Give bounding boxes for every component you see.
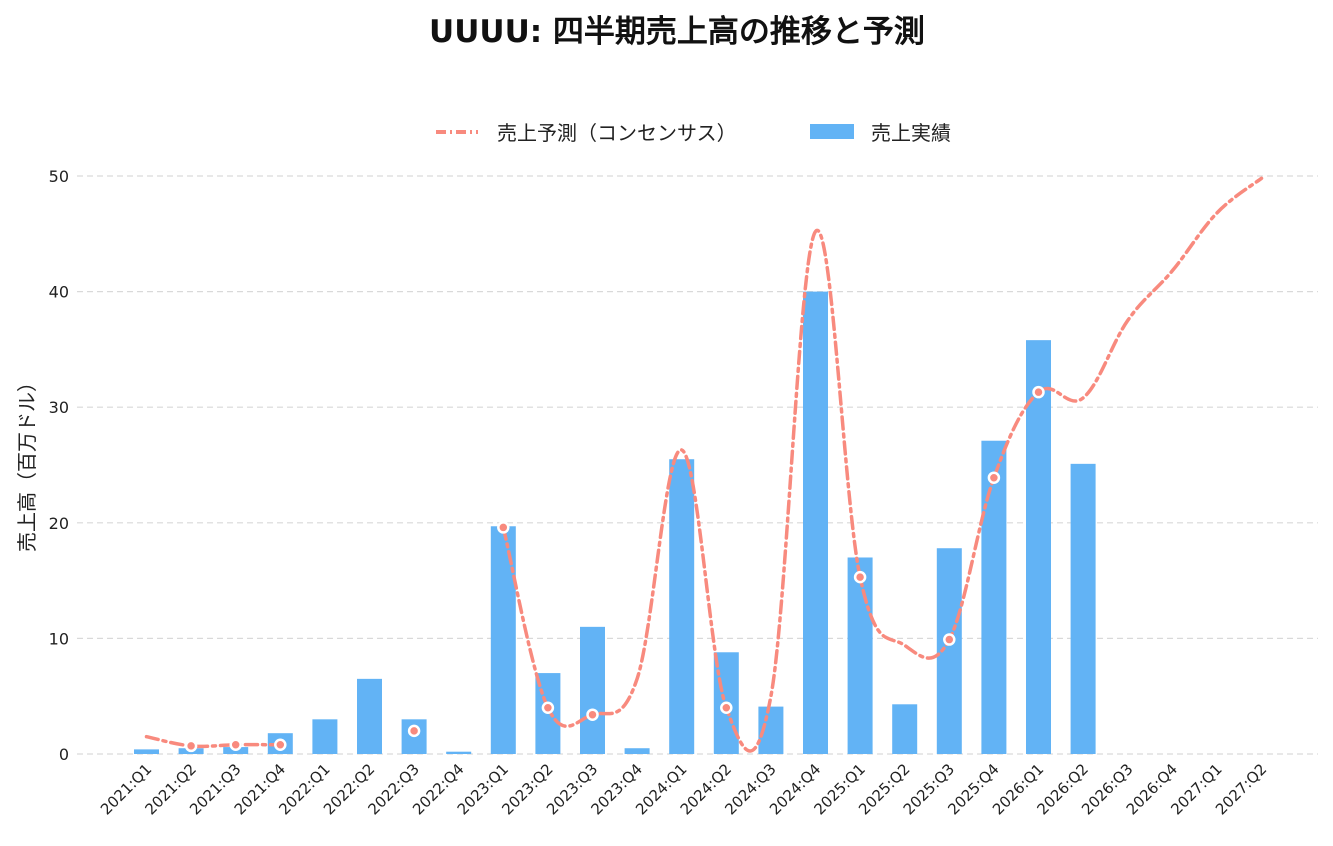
forecast-line-segment <box>501 176 1264 753</box>
actual-bar <box>1070 463 1096 754</box>
actual-bar <box>312 719 338 754</box>
y-tick-label: 40 <box>49 283 69 302</box>
forecast-marker <box>407 724 421 738</box>
legend-forecast-label: 売上予測（コンセンサス） <box>497 121 737 145</box>
grid <box>77 175 1318 755</box>
forecast-marker <box>586 708 599 721</box>
y-tick-label: 30 <box>49 398 69 417</box>
actual-bar <box>580 626 605 754</box>
y-tick-label: 0 <box>59 745 69 764</box>
y-axis-label: 売上高（百万ドル） <box>15 372 39 552</box>
forecast-marker <box>497 521 510 534</box>
forecast-line-segment <box>144 734 283 749</box>
actual-bar <box>446 751 472 754</box>
forecast-marker <box>541 701 555 715</box>
actual-bar <box>803 291 828 754</box>
actual-bar <box>936 548 962 754</box>
x-axis-ticks: 2021:Q12021:Q22021:Q32021:Q42022:Q12022:… <box>97 760 1270 818</box>
y-tick-label: 50 <box>49 167 69 186</box>
actual-bar <box>134 749 159 754</box>
forecast-line <box>144 176 1264 753</box>
y-tick-label: 10 <box>49 629 69 648</box>
actual-bar <box>669 459 695 754</box>
forecast-marker <box>1032 385 1045 399</box>
legend-actual-swatch <box>810 124 854 139</box>
forecast-markers <box>184 385 1045 753</box>
forecast-marker <box>229 738 242 752</box>
forecast-marker <box>987 471 1001 484</box>
forecast-marker <box>720 701 733 715</box>
y-tick-label: 20 <box>49 514 69 533</box>
actual-bar <box>892 704 918 754</box>
actual-bar <box>981 440 1007 754</box>
forecast-marker <box>943 633 956 646</box>
actual-bars <box>134 291 1096 754</box>
chart-title: UUUU: 四半期売上高の推移と予測 <box>429 14 925 50</box>
forecast-marker <box>274 738 287 752</box>
y-axis-ticks: 0 10 20 30 40 50 <box>49 167 69 764</box>
actual-bar <box>624 748 650 754</box>
forecast-marker <box>853 570 867 584</box>
actual-bar <box>1026 340 1051 754</box>
actual-bar <box>847 557 873 754</box>
actual-bar <box>357 678 382 754</box>
legend: 売上予測（コンセンサス） 売上実績 <box>436 121 951 145</box>
legend-actual-label: 売上実績 <box>871 121 951 145</box>
forecast-marker <box>184 739 198 753</box>
